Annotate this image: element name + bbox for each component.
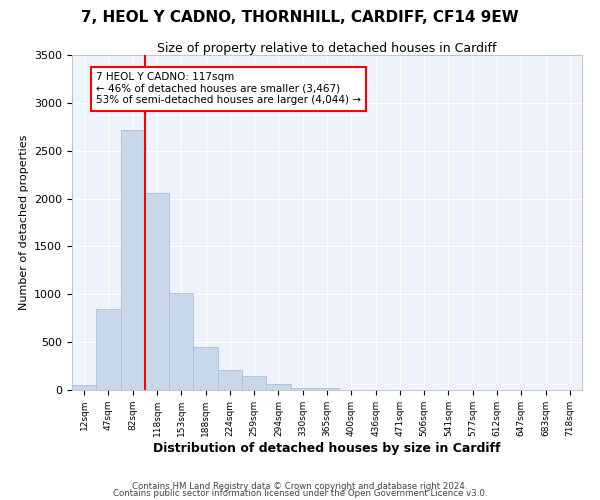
Bar [145, 193, 169, 390]
Text: 7 HEOL Y CADNO: 117sqm
← 46% of detached houses are smaller (3,467)
53% of semi-: 7 HEOL Y CADNO: 117sqm ← 46% of detached… [96, 72, 361, 106]
Bar [121, 130, 145, 390]
Bar [290, 388, 315, 390]
Bar [96, 308, 121, 390]
Y-axis label: Number of detached properties: Number of detached properties [19, 135, 29, 310]
Title: Size of property relative to detached houses in Cardiff: Size of property relative to detached ho… [157, 42, 497, 55]
Bar [218, 370, 242, 390]
Bar [72, 384, 96, 390]
Bar [315, 388, 339, 390]
Bar [169, 294, 193, 390]
Bar [266, 384, 290, 390]
Bar [193, 347, 218, 390]
X-axis label: Distribution of detached houses by size in Cardiff: Distribution of detached houses by size … [153, 442, 501, 454]
Text: 7, HEOL Y CADNO, THORNHILL, CARDIFF, CF14 9EW: 7, HEOL Y CADNO, THORNHILL, CARDIFF, CF1… [81, 10, 519, 25]
Text: Contains public sector information licensed under the Open Government Licence v3: Contains public sector information licen… [113, 489, 487, 498]
Text: Contains HM Land Registry data © Crown copyright and database right 2024.: Contains HM Land Registry data © Crown c… [132, 482, 468, 491]
Bar [242, 376, 266, 390]
